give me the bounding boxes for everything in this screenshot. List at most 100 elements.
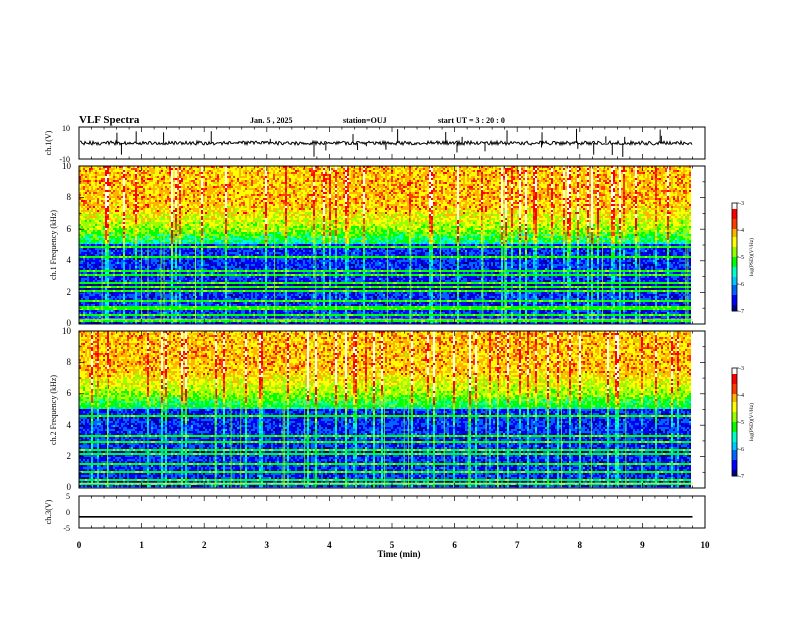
spectrogram-cell <box>237 180 239 182</box>
spectrogram-cell <box>263 168 265 170</box>
spectrogram-cell <box>109 204 113 206</box>
spectrogram-cell <box>529 184 531 186</box>
spectrogram-cell <box>181 178 183 180</box>
spectrogram-cell <box>357 190 363 192</box>
spectrogram-cell <box>227 186 233 188</box>
spectrogram-cell <box>549 192 551 194</box>
spectrogram-cell <box>83 168 85 170</box>
spectrogram-cell <box>553 206 555 208</box>
spectrogram-cell <box>153 186 155 188</box>
spectrogram-cell <box>343 194 345 196</box>
spectrogram-cell <box>393 178 395 180</box>
spectrogram-cell <box>481 190 483 192</box>
spectrogram-cell <box>235 184 239 186</box>
spectrogram-cell <box>311 200 313 202</box>
spectrogram-cell <box>503 206 505 208</box>
spectrogram-cell <box>325 194 329 196</box>
spectrogram-cell <box>591 176 593 178</box>
spectrogram-cell <box>205 182 207 184</box>
spectrogram-cell <box>647 176 649 178</box>
spectrogram-cell <box>115 176 117 178</box>
spectrogram-cell <box>507 206 511 208</box>
spectrogram-cell <box>613 176 615 178</box>
spectrogram-cell <box>111 180 113 182</box>
spectrogram-cell <box>315 186 317 188</box>
spectrogram-cell <box>365 200 367 202</box>
spectrogram-cell <box>597 198 599 200</box>
spectrogram-cell <box>499 194 501 196</box>
spectrogram-cell <box>567 190 571 192</box>
spectrogram-cell <box>413 198 415 200</box>
spectrogram-cell <box>179 196 181 198</box>
spectrogram-cell <box>373 198 375 200</box>
spectrogram-cell <box>615 184 617 186</box>
spectrogram-cell <box>313 180 315 182</box>
spectrogram-cell <box>521 172 523 174</box>
spectrogram-cell <box>655 180 657 182</box>
spectrogram-cell <box>327 196 329 198</box>
spectrogram-cell <box>657 186 663 188</box>
spectrogram-cell <box>347 192 349 194</box>
spectrogram-cell <box>255 176 259 178</box>
spectrogram-cell <box>543 202 545 204</box>
spectrogram-cell <box>149 194 151 196</box>
spectrogram-cell <box>685 176 687 178</box>
spectrogram-cell <box>613 184 615 186</box>
spectrogram-cell <box>599 196 603 198</box>
spectrogram-cell <box>481 204 491 206</box>
spectrogram-cell <box>471 196 477 198</box>
spectrogram-cell <box>451 200 457 202</box>
spectrogram-cell <box>465 188 467 190</box>
spectrogram-cell <box>597 174 599 176</box>
spectrogram-cell <box>323 200 325 202</box>
spectrogram-cell <box>185 206 187 208</box>
spectrogram-cell <box>513 172 517 174</box>
spectrogram-cell <box>345 202 347 204</box>
spectrogram-cell <box>113 172 117 174</box>
spectrogram-cell <box>241 188 245 190</box>
spectrogram-cell <box>503 184 505 186</box>
spectrogram-cell <box>241 204 243 206</box>
spectrogram-cell <box>131 184 133 186</box>
spectrogram-cell <box>343 168 345 170</box>
spectrogram-cell <box>295 180 299 182</box>
spectrogram-cell <box>679 178 681 180</box>
spectrogram-cell <box>113 204 115 206</box>
spectrogram-cell <box>269 170 273 172</box>
spectrogram-cell <box>631 200 633 202</box>
spectrogram-cell <box>519 170 521 172</box>
spectrogram-cell <box>235 192 237 194</box>
spectrogram-cell <box>81 206 83 208</box>
spectrogram-cell <box>545 202 551 204</box>
spectrogram-cell <box>475 180 477 182</box>
spectrogram-cell <box>601 202 603 204</box>
spectrogram-cell <box>467 206 469 208</box>
spectrogram-cell <box>155 196 157 198</box>
spectrogram-cell <box>367 200 369 202</box>
spectrogram-cell <box>323 190 325 192</box>
spectrogram-cell <box>305 190 307 192</box>
spectrogram-cell <box>273 178 275 180</box>
spectrogram-cell <box>361 176 363 178</box>
spectrogram-cell <box>435 180 437 182</box>
spectrogram-cell <box>125 190 129 192</box>
spectrogram-cell <box>501 184 503 186</box>
spectrogram-cell <box>481 206 483 208</box>
spectrogram-cell <box>149 186 151 188</box>
spectrogram-cell <box>271 206 279 208</box>
spectrogram-cell <box>179 174 181 176</box>
spectrogram-cell <box>443 170 447 172</box>
spectrogram-cell <box>485 184 487 186</box>
spectrogram-cell <box>245 174 247 176</box>
spectrogram-cell <box>319 184 321 186</box>
spectrogram-cell <box>121 186 123 188</box>
spectrogram-cell <box>515 186 519 188</box>
spectrogram-cell <box>677 192 681 194</box>
spectrogram-cell <box>137 190 143 192</box>
spectrogram-cell <box>159 180 165 182</box>
spectrogram-cell <box>507 194 509 196</box>
spectrogram-cell <box>619 198 621 200</box>
spectrogram-cell <box>665 204 667 206</box>
spectrogram-cell <box>503 192 505 194</box>
spectrogram-cell <box>433 178 435 180</box>
